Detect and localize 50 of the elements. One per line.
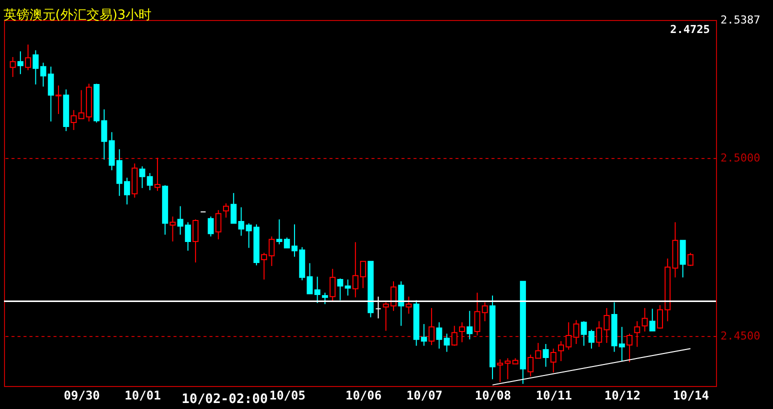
x-tick-label: 10/06 <box>345 388 382 402</box>
candlestick <box>192 218 199 263</box>
x-tick-label: 09/30 <box>64 388 100 402</box>
x-tick-label: 10/01 <box>124 388 161 402</box>
candlestick <box>634 320 640 348</box>
candlestick <box>222 202 229 218</box>
candlestick <box>154 157 160 192</box>
candlestick <box>542 343 549 368</box>
candlestick <box>444 333 450 352</box>
x-tick-label: 10/12 <box>604 388 640 402</box>
x-tick-label: 10/05 <box>269 388 306 402</box>
text: 10/02-02:00 <box>182 392 268 407</box>
y-tick-label: 2.5000 <box>720 151 760 164</box>
candlestick <box>337 278 344 301</box>
candlestick <box>55 85 62 114</box>
y-tick-label: 2.5387 <box>720 14 760 26</box>
candlestick <box>550 348 556 373</box>
candlestick <box>17 50 24 75</box>
candlestick <box>70 110 77 131</box>
candlestick <box>406 296 412 314</box>
candlestick <box>25 44 32 71</box>
candlestick <box>680 240 686 278</box>
candlestick <box>466 310 473 340</box>
candlestick <box>314 276 320 304</box>
candlestick <box>436 322 442 350</box>
x-tick-label: 10/11 <box>536 388 572 402</box>
candlestick <box>170 216 176 242</box>
candlestick <box>398 280 404 326</box>
candlestick <box>451 325 458 346</box>
candlestick <box>642 308 648 332</box>
annotation: 2.4725 <box>670 23 710 36</box>
candlestick <box>32 50 39 85</box>
candlestick <box>215 210 222 240</box>
candlestick <box>330 268 336 302</box>
candlestick <box>139 166 146 189</box>
candlestick <box>626 333 633 363</box>
candlestick <box>146 172 153 191</box>
chart-title: 英镑澳元(外汇交易)3小时 <box>3 7 152 23</box>
candlestick <box>208 216 214 237</box>
y-tick-label: 2.4500 <box>720 329 760 342</box>
candlestick <box>428 308 435 346</box>
x-tick-label: 10/14 <box>672 388 710 402</box>
candlestick <box>649 308 656 332</box>
candlestick <box>459 322 466 343</box>
x-tick-label: 10/07 <box>406 388 443 402</box>
candlestick <box>10 56 16 78</box>
candlestick <box>687 252 694 267</box>
candlestick <box>322 292 328 305</box>
x-tick-label: 10/08 <box>474 388 512 402</box>
candlestick <box>344 279 351 296</box>
